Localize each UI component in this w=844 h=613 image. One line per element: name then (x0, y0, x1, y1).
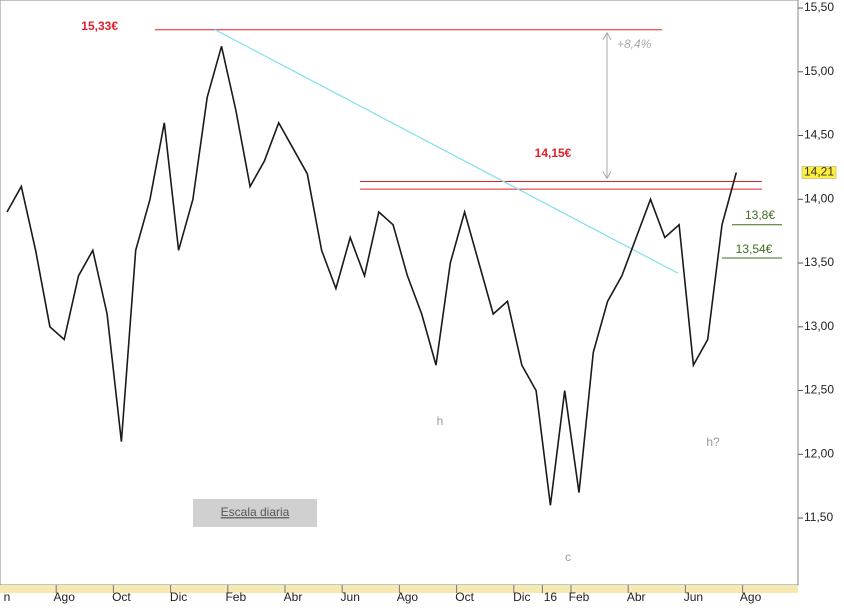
x-tick-label: Dic (170, 590, 187, 604)
y-tick-label: 12,00 (804, 446, 834, 460)
pattern-label: h? (706, 435, 720, 449)
y-tick-label: 14,50 (804, 128, 834, 142)
x-tick-label: Oct (455, 590, 474, 604)
pattern-label: c (565, 550, 571, 564)
x-tick-label: Dic (513, 590, 530, 604)
pattern-label: h (437, 414, 444, 428)
x-tick-label: 16 (544, 590, 558, 604)
x-tick-label: Ago (397, 590, 419, 604)
x-tick-label: Abr (284, 590, 303, 604)
gain-label: +8,4% (617, 37, 652, 51)
trendline (214, 29, 679, 274)
last-price-box (801, 166, 837, 180)
y-tick-label: 14,00 (804, 191, 834, 205)
x-tick-label: Oct (112, 590, 131, 604)
x-tick-label: n (4, 590, 11, 604)
x-tick-label: Ago (54, 590, 76, 604)
level-label: 14,15€ (535, 146, 572, 160)
level-label: 13,8€ (745, 208, 775, 222)
y-tick-label: 12,50 (804, 383, 834, 397)
arrow-head (602, 31, 612, 180)
x-tick-label: Jun (684, 590, 703, 604)
y-tick-label: 15,00 (804, 64, 834, 78)
y-tick-label: 13,50 (804, 255, 834, 269)
x-tick-label: Feb (569, 590, 590, 604)
plot-area (0, 0, 799, 586)
x-tick-label: Abr (627, 590, 646, 604)
last-price-label: 14,21 (804, 165, 834, 179)
level-label: 13,54€ (736, 242, 773, 256)
x-tick-label: Feb (225, 590, 246, 604)
y-tick-label: 11,50 (804, 510, 833, 524)
x-tick-label: Ago (740, 590, 762, 604)
y-tick-label: 15,50 (804, 0, 834, 14)
y-tick-label: 13,00 (804, 319, 834, 333)
price-line (6, 46, 738, 506)
x-tick-label: Jun (341, 590, 360, 604)
scale-label: Escala diaria (221, 505, 290, 519)
level-label: 15,33€ (81, 19, 118, 33)
scale-box (193, 499, 317, 527)
